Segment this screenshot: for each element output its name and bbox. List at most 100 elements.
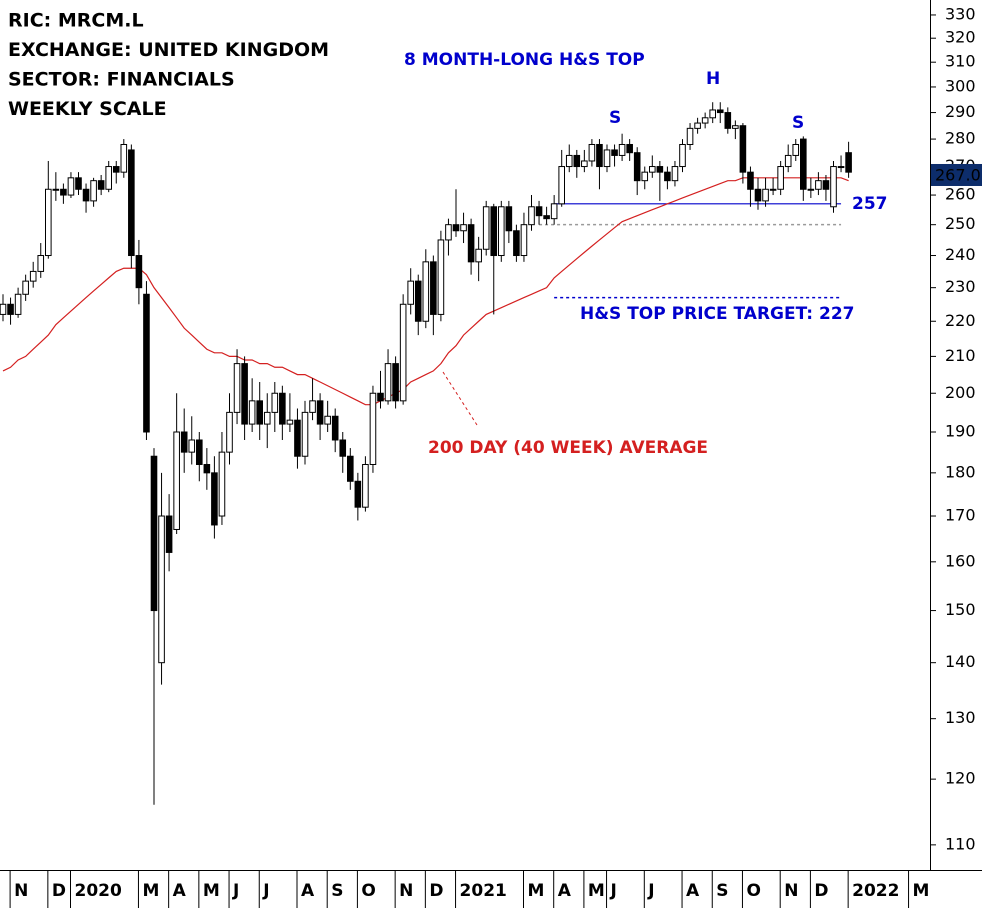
- y-tick-label: 250: [945, 214, 976, 233]
- candle-body: [203, 463, 211, 474]
- x-tick-label: J: [647, 881, 654, 901]
- candle-body: [7, 303, 14, 315]
- candle-body: [671, 166, 679, 182]
- annotation: S: [792, 113, 804, 133]
- candle-body: [596, 143, 603, 168]
- y-tick-label: 310: [945, 52, 976, 71]
- candle-body: [286, 419, 294, 425]
- x-tick-label: M: [142, 881, 159, 901]
- candle-body: [150, 455, 158, 612]
- candle-body: [233, 363, 241, 413]
- candle-body: [558, 166, 566, 205]
- annotation: H: [706, 69, 720, 89]
- candle-body: [165, 515, 173, 553]
- candle-body: [377, 392, 384, 402]
- candle-body: [14, 293, 22, 315]
- candle-body: [520, 224, 528, 257]
- candle-body: [271, 392, 279, 413]
- candle-body: [754, 188, 762, 202]
- x-tick-label: D: [52, 881, 66, 901]
- x-tick-label: S: [716, 881, 728, 901]
- candle-body: [800, 138, 807, 190]
- y-tick-label: 240: [945, 245, 976, 264]
- candle-body: [467, 224, 475, 263]
- candle-body: [430, 261, 437, 315]
- y-tick-label: 220: [945, 311, 976, 330]
- candle-body: [701, 117, 709, 124]
- x-tick-label: 2022: [852, 881, 899, 901]
- candle-body: [248, 400, 256, 425]
- candle-body: [498, 206, 505, 257]
- candle-body: [603, 149, 611, 168]
- candle-body: [399, 303, 407, 402]
- info-line: RIC: MRCM.L: [8, 10, 144, 32]
- info-line: EXCHANGE: UNITED KINGDOM: [8, 39, 329, 61]
- annotation-pointer: [442, 371, 478, 426]
- candle-body: [815, 180, 822, 190]
- candle-body: [0, 303, 7, 315]
- candle-body: [649, 166, 656, 173]
- candle-body: [694, 122, 701, 129]
- candle-body: [29, 270, 37, 282]
- candle-body: [279, 392, 286, 425]
- candle-body: [777, 166, 784, 190]
- candle-body: [618, 143, 626, 156]
- candle-body: [686, 127, 694, 145]
- candle-body: [641, 171, 649, 182]
- candle-body: [362, 463, 369, 508]
- candle-body: [309, 400, 316, 413]
- candle-body: [196, 439, 203, 465]
- candle-body: [263, 411, 271, 425]
- candle-body: [830, 166, 837, 208]
- annotation: 8 MONTH-LONG H&S TOP: [404, 50, 645, 70]
- candle-body: [528, 206, 535, 226]
- candle-body: [460, 224, 467, 232]
- candle-body: [837, 166, 845, 169]
- y-tick-label: 180: [945, 462, 976, 481]
- candle-body: [347, 455, 354, 482]
- candle-body: [75, 177, 82, 190]
- candle-body: [82, 188, 90, 202]
- candle-body: [437, 239, 445, 315]
- x-tick-label: M: [588, 881, 605, 901]
- x-tick-label: J: [232, 881, 239, 901]
- candle-body: [316, 400, 324, 425]
- candle-body: [369, 392, 377, 465]
- y-tick-label: 210: [945, 346, 976, 365]
- y-tick-label: 280: [945, 129, 976, 148]
- candle-body: [724, 112, 732, 129]
- x-tick-label: 2020: [75, 881, 122, 901]
- last-price-label: 267.0: [935, 165, 981, 184]
- candle-body: [747, 171, 754, 190]
- candle-body: [128, 149, 135, 257]
- x-tick-label: N: [14, 881, 28, 901]
- candle-body: [120, 143, 128, 173]
- candle-body: [294, 419, 301, 457]
- y-tick-label: 330: [945, 4, 976, 23]
- x-tick-label: A: [173, 881, 187, 901]
- candle-body: [505, 206, 513, 232]
- candle-body: [384, 363, 392, 402]
- y-tick-label: 300: [945, 76, 976, 95]
- candle-body: [422, 261, 430, 322]
- annotation: H&S TOP PRICE TARGET: 227: [580, 304, 854, 324]
- x-tick-label: O: [361, 881, 375, 901]
- candle-body: [565, 154, 573, 168]
- candle-body: [573, 154, 581, 168]
- y-tick-label: 290: [945, 102, 976, 121]
- candle-body: [331, 415, 339, 441]
- candle-body: [822, 180, 830, 190]
- candle-body: [218, 451, 226, 517]
- info-line: SECTOR: FINANCIALS: [8, 69, 235, 91]
- candle-body: [112, 166, 120, 173]
- annotation: S: [609, 108, 621, 128]
- candle-body: [709, 109, 717, 119]
- candle-body: [414, 280, 422, 322]
- candle-body: [784, 154, 792, 168]
- y-tick-label: 190: [945, 421, 976, 440]
- candle-body: [732, 125, 739, 129]
- candle-body: [45, 188, 52, 257]
- candle-body: [739, 125, 747, 173]
